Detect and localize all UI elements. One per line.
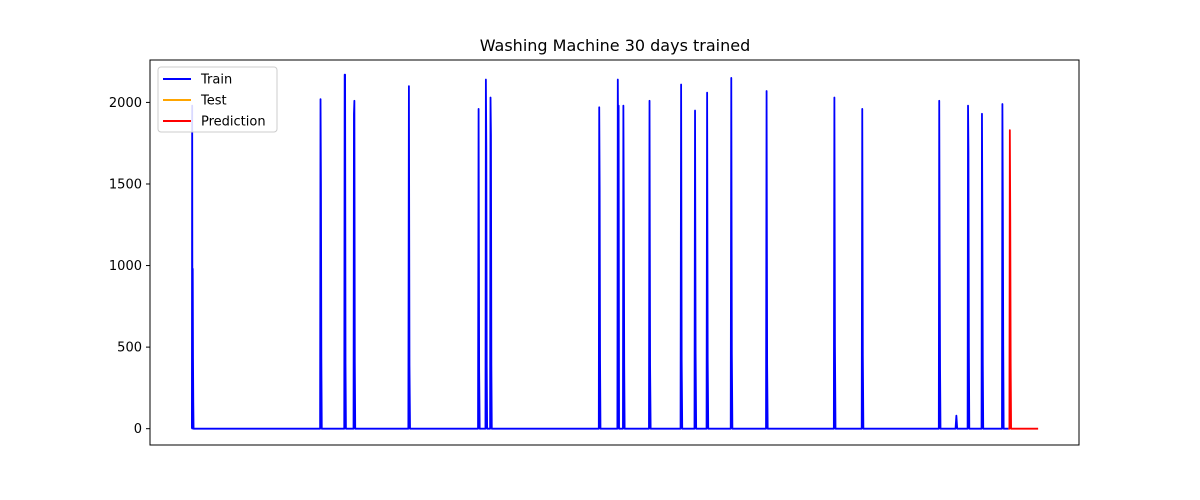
legend-label-prediction: Prediction <box>201 115 266 130</box>
y-tick-label: 0 <box>134 422 142 437</box>
axes-frame <box>149 59 1080 446</box>
legend-label-train: Train <box>200 73 232 88</box>
legend-box <box>157 66 278 133</box>
y-axis: 0 500 1000 1500 2000 <box>109 96 150 437</box>
chart-title: Washing Machine 30 days trained <box>480 36 751 55</box>
series-line-train <box>191 73 1009 430</box>
y-tick-label: 2000 <box>109 96 142 111</box>
legend: Train Test Prediction <box>157 66 278 133</box>
series-layer <box>191 73 1039 430</box>
legend-label-test: Test <box>200 94 227 109</box>
y-tick-label: 1000 <box>109 259 142 274</box>
y-tick-label: 1500 <box>109 177 142 192</box>
series-line-prediction <box>1008 129 1039 430</box>
y-tick-label: 500 <box>117 341 142 356</box>
